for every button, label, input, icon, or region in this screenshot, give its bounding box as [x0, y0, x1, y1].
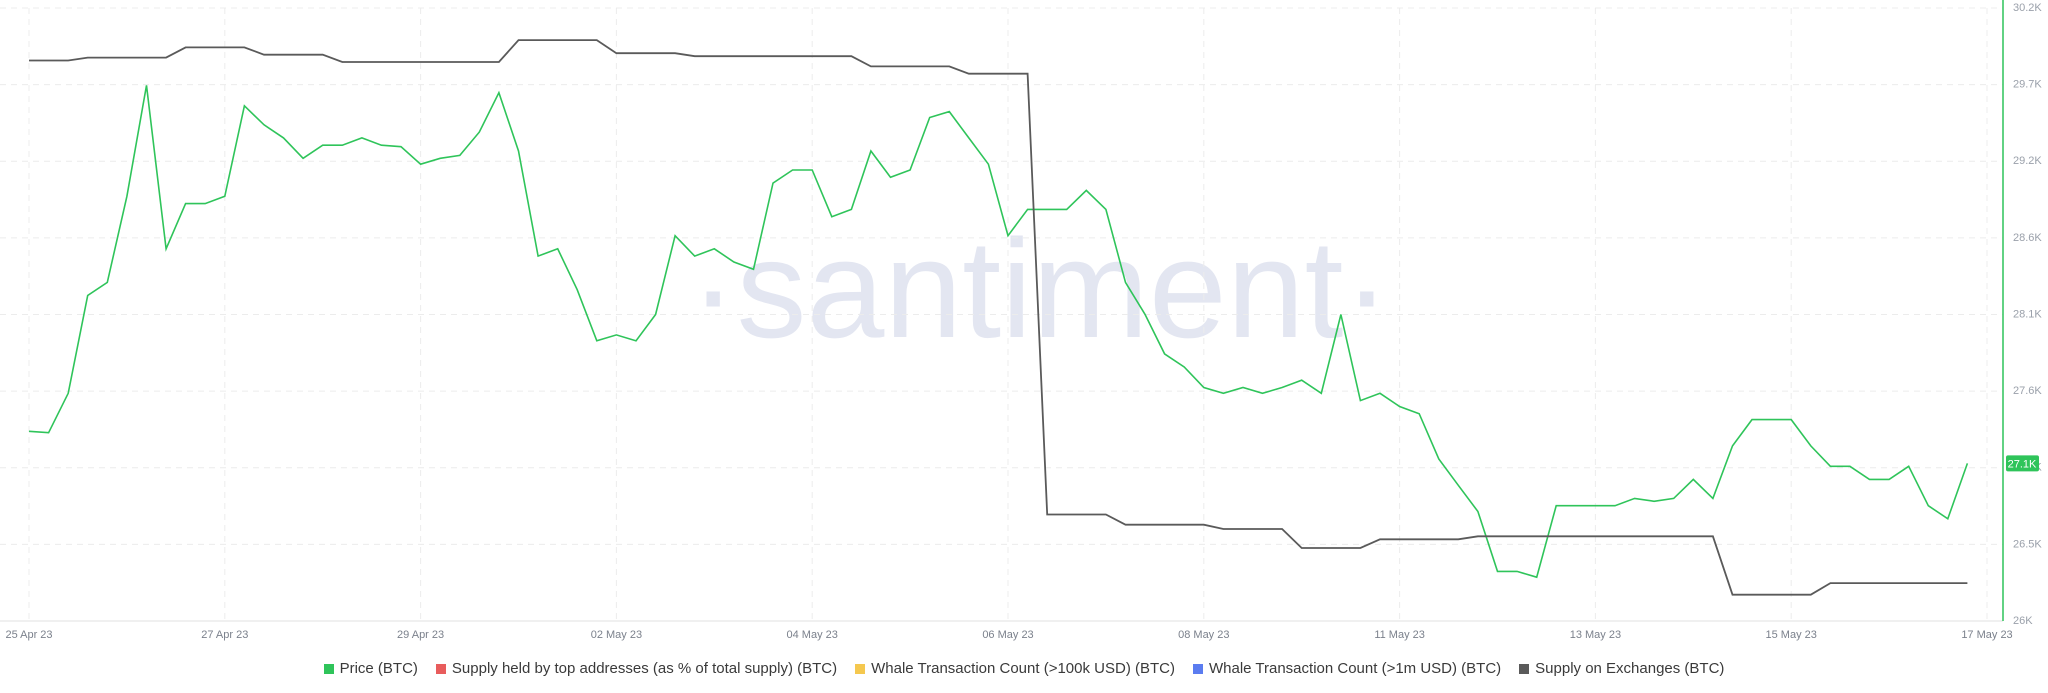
y-tick-label: 30.2K [2013, 2, 2042, 14]
legend-swatch [1519, 663, 1530, 674]
x-tick-label: 08 May 23 [1178, 629, 1229, 641]
x-tick-label: 04 May 23 [787, 629, 838, 641]
x-tick-label: 17 May 23 [1961, 629, 2012, 641]
legend-label: Whale Transaction Count (>100k USD) (BTC… [871, 660, 1175, 677]
legend-swatch [435, 663, 446, 674]
value-label: 27.1K [2008, 458, 2037, 470]
legend-label: Supply on Exchanges (BTC) [1535, 660, 1725, 677]
legend-label: Whale Transaction Count (>1m USD) (BTC) [1208, 660, 1502, 677]
legend-item[interactable]: Supply on Exchanges (BTC) [1519, 660, 1724, 677]
legend-label: Supply held by top addresses (as % of to… [451, 660, 838, 677]
x-tick-label: 29 Apr 23 [397, 629, 444, 641]
legend-label: Price (BTC) [339, 660, 418, 677]
value-badge [2006, 455, 2039, 472]
x-tick-label: 25 Apr 23 [5, 629, 52, 641]
y-tick-label: 28.6K [2013, 232, 2042, 244]
x-tick-label: 06 May 23 [982, 629, 1033, 641]
y-tick-label: 26.5K [2013, 538, 2042, 550]
y-tick-label: 26K [2013, 615, 2033, 627]
y-tick-label: 28.1K [2013, 308, 2042, 320]
legend-swatch [855, 663, 866, 674]
series-line [28, 85, 1969, 579]
x-tick-label: 13 May 23 [1570, 629, 1621, 641]
x-tick-label: 11 May 23 [1374, 629, 1425, 641]
legend-item[interactable]: Whale Transaction Count (>1m USD) (BTC) [1192, 660, 1502, 677]
legend: Price (BTC) Supply held by top addresses … [0, 660, 2048, 677]
legend-item[interactable]: Price (BTC) [323, 660, 418, 677]
y-tick-label: 29.2K [2013, 155, 2042, 167]
x-tick-label: 15 May 23 [1766, 629, 1817, 641]
chart: ·santiment· 26K26.5K27.1K27.6K28.1K28.6K… [0, 0, 2042, 641]
legend-item[interactable]: Whale Transaction Count (>100k USD) (BTC… [855, 660, 1175, 677]
legend-swatch [323, 663, 334, 674]
y-tick-label: 29.7K [2013, 79, 2042, 91]
legend-item[interactable]: Supply held by top addresses (as % of to… [435, 660, 838, 677]
x-tick-label: 02 May 23 [591, 629, 642, 641]
legend-swatch [1192, 663, 1203, 674]
y-tick-label: 27.6K [2013, 385, 2042, 397]
series-line [29, 39, 1968, 596]
x-tick-label: 27 Apr 23 [201, 629, 248, 641]
